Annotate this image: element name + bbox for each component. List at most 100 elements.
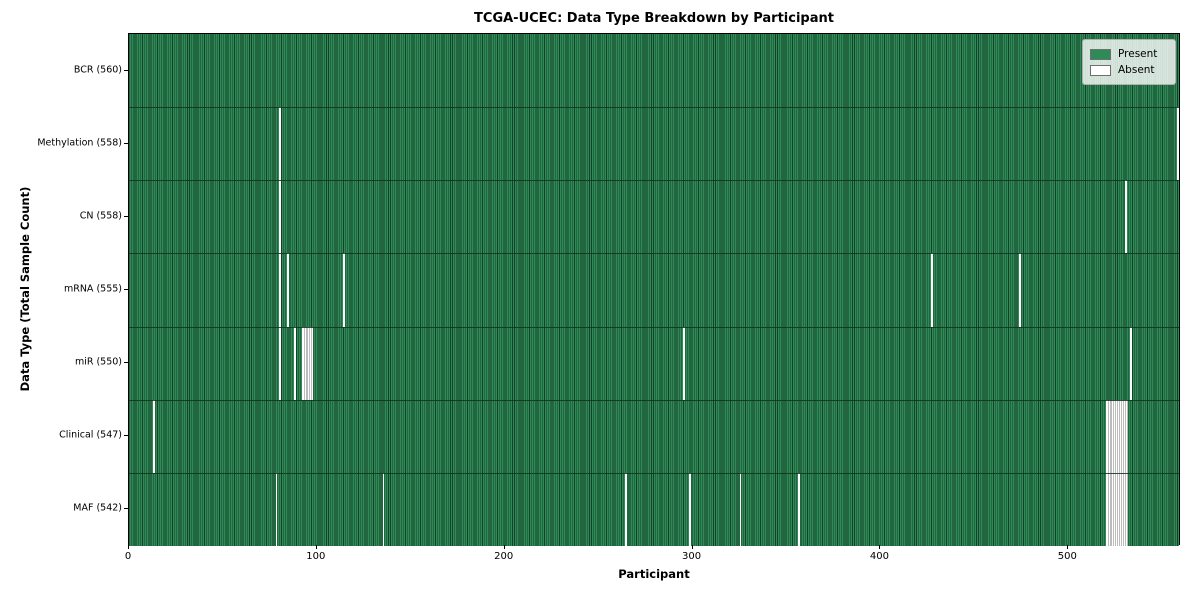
y-tick-label-mRNA: mRNA (555)	[63, 283, 122, 295]
absent-cell	[1115, 399, 1118, 473]
absent-cell	[279, 253, 282, 327]
row-MAF	[129, 472, 1179, 546]
legend-item-present: Present	[1090, 46, 1167, 62]
row-Clinical	[129, 399, 1179, 473]
absent-cell	[286, 253, 289, 327]
absent-cell	[739, 472, 742, 546]
row-divider	[129, 399, 1179, 401]
absent-cell	[309, 326, 312, 400]
row-divider	[129, 326, 1179, 328]
absent-cell	[1019, 253, 1022, 327]
absent-cell	[624, 472, 627, 546]
absent-cell	[1113, 472, 1116, 546]
row-divider	[129, 472, 1179, 474]
y-tick-label-miR: miR (550)	[74, 356, 122, 368]
y-tick-label-MAF: MAF (542)	[73, 502, 122, 514]
absent-cell	[1124, 472, 1127, 546]
absent-cell	[683, 326, 686, 400]
absent-cell	[1122, 472, 1125, 546]
y-tick-mark	[124, 289, 128, 290]
x-tick-label: 400	[869, 551, 889, 562]
absent-cell	[1119, 399, 1121, 473]
absent-cell	[382, 472, 385, 546]
absent-cell	[1109, 399, 1112, 473]
absent-cell	[1124, 180, 1127, 254]
absent-cell	[1109, 472, 1112, 546]
y-axis-label-text: Data Type (Total Sample Count)	[18, 186, 32, 392]
absent-cell	[153, 399, 156, 473]
absent-cell	[343, 253, 346, 327]
absent-cell	[931, 253, 934, 327]
x-tick-mark	[691, 545, 693, 549]
row-mRNA	[129, 253, 1179, 327]
y-tick-mark	[124, 362, 128, 364]
absent-cell	[1113, 399, 1116, 473]
heatmap-plot	[128, 33, 1180, 546]
x-tick-mark	[128, 545, 129, 549]
x-tick-mark	[879, 545, 881, 549]
absent-cell	[1120, 472, 1123, 546]
y-tick-mark	[124, 435, 128, 437]
absent-cell	[797, 472, 800, 546]
absent-cell	[1117, 472, 1119, 546]
absent-cell	[294, 326, 297, 400]
y-tick-label-BCR: BCR (560)	[73, 64, 122, 76]
absent-cell	[1119, 472, 1121, 546]
row-BCR	[129, 34, 1179, 108]
absent-cell	[1122, 399, 1125, 473]
legend-swatch-icon	[1090, 48, 1111, 60]
x-tick-mark	[315, 545, 317, 549]
x-tick-label: 0	[124, 551, 132, 562]
absent-cell	[307, 326, 310, 400]
absent-cell	[1124, 399, 1127, 473]
row-CN	[129, 180, 1179, 254]
y-tick-mark	[124, 215, 128, 217]
legend: Present Absent	[1082, 39, 1176, 85]
absent-cell	[1130, 326, 1133, 400]
y-tick-label-Methylation: Methylation (558)	[37, 137, 122, 149]
y-tick-label-Clinical: Clinical (547)	[59, 429, 122, 441]
legend-item-absent: Absent	[1090, 62, 1167, 78]
x-axis-label: Participant	[618, 567, 690, 581]
x-tick-label: 300	[682, 551, 702, 562]
legend-label: Present	[1118, 48, 1158, 60]
absent-cell	[301, 326, 304, 400]
y-tick-mark	[124, 142, 128, 144]
chart-title: TCGA-UCEC: Data Type Breakdown by Partic…	[474, 11, 834, 26]
absent-cell	[1107, 472, 1110, 546]
absent-cell	[279, 180, 282, 254]
row-divider	[129, 180, 1179, 182]
absent-cell	[1177, 107, 1180, 181]
row-divider	[129, 107, 1179, 109]
absent-cell	[1117, 399, 1119, 473]
row-Methylation	[129, 107, 1179, 181]
y-tick-label-CN: CN (558)	[79, 210, 122, 222]
x-tick-label: 100	[306, 551, 326, 562]
absent-cell	[275, 472, 278, 546]
absent-cell	[303, 326, 306, 400]
absent-cell	[1107, 399, 1110, 473]
absent-cell	[1111, 472, 1114, 546]
absent-cell	[1126, 472, 1129, 546]
legend-swatch-icon	[1090, 64, 1111, 76]
y-tick-mark	[124, 69, 128, 71]
row-miR	[129, 326, 1179, 400]
absent-cell	[311, 326, 314, 400]
absent-cell	[279, 107, 282, 181]
legend-label: Absent	[1118, 64, 1155, 76]
absent-cell	[688, 472, 691, 546]
x-tick-mark	[503, 545, 505, 549]
row-divider	[129, 253, 1179, 255]
absent-cell	[1126, 399, 1129, 473]
absent-cell	[1115, 472, 1118, 546]
absent-cell	[305, 326, 308, 400]
x-tick-label: 200	[494, 551, 514, 562]
absent-cell	[1105, 399, 1108, 473]
y-tick-mark	[124, 508, 128, 510]
x-tick-mark	[1067, 545, 1069, 549]
absent-cell	[1120, 399, 1123, 473]
x-tick-label: 500	[1057, 551, 1077, 562]
absent-cell	[279, 326, 282, 400]
absent-cell	[1111, 399, 1114, 473]
